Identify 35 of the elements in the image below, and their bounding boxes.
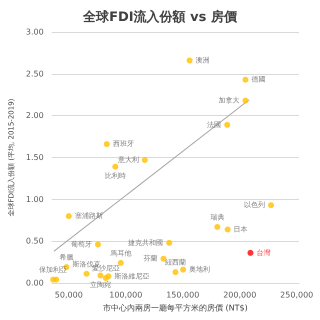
point xyxy=(186,57,193,64)
y-tick-label: 1.50 xyxy=(26,153,44,162)
point xyxy=(180,266,186,273)
point xyxy=(105,273,112,280)
y-tick-label: 2.50 xyxy=(26,69,44,78)
point xyxy=(84,270,90,277)
x-tick-label: 50,000 xyxy=(54,290,83,300)
point xyxy=(142,157,148,164)
x-tick-label: 200,000 xyxy=(223,290,256,300)
point xyxy=(242,76,248,83)
point xyxy=(97,272,104,278)
point xyxy=(224,226,231,232)
y-tick-label: 1.00 xyxy=(26,194,44,204)
point xyxy=(242,98,248,104)
point xyxy=(224,122,230,128)
point xyxy=(53,276,60,283)
point xyxy=(247,250,254,256)
point xyxy=(172,269,178,276)
x-tick-label: 250,000 xyxy=(280,290,314,300)
chart-title: 全球FDI流入份額 vs 房價 xyxy=(82,9,238,25)
x-tick-label: 100,000 xyxy=(109,290,142,300)
x-tick-label: 150,000 xyxy=(166,290,200,300)
point xyxy=(268,202,274,208)
point xyxy=(166,240,172,246)
y-tick-label: 0.00 xyxy=(26,278,44,288)
point xyxy=(66,213,72,220)
y-tick-label: 3.00 xyxy=(26,28,44,36)
point xyxy=(94,242,101,248)
point xyxy=(118,260,124,266)
x-axis-title: 市中心內兩房一廳每平方米的房價 (NT$) xyxy=(102,303,248,312)
y-tick-label: 0.50 xyxy=(26,236,44,246)
point xyxy=(112,164,118,170)
y-tick-label: 2.00 xyxy=(26,111,44,120)
point xyxy=(214,224,220,230)
point xyxy=(104,141,110,148)
